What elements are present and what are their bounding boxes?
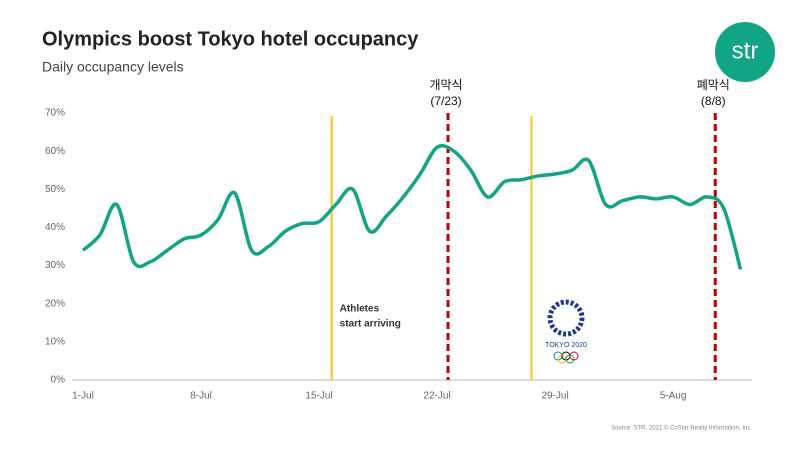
y-tick-label: 40% (45, 222, 65, 233)
y-tick-label: 10% (45, 336, 65, 347)
event-label: Athletes (340, 304, 380, 315)
y-tick-label: 70% (45, 108, 65, 119)
event-label: start arriving (340, 319, 401, 330)
source: Source: STR. 2021 © CoStar Realty Inform… (611, 425, 752, 432)
occupancy-line (81, 144, 743, 270)
y-tick-label: 0% (51, 375, 66, 386)
logo-circle (715, 22, 775, 82)
x-tick-label: 29-Jul (541, 391, 568, 402)
y-tick-label: 50% (45, 184, 65, 195)
x-tick-label: 5-Aug (660, 391, 687, 402)
tokyo-emblem (547, 299, 585, 364)
x-tick-label: 1-Jul (72, 391, 94, 402)
chart-title: Olympics boost Tokyo hotel occupancy (42, 28, 419, 50)
y-tick-label: 20% (45, 298, 65, 309)
emblem-text: TOKYO 2020 (545, 342, 587, 349)
logo-text: str (732, 37, 759, 64)
y-tick-label: 60% (45, 146, 65, 157)
event-label: 개막식 (429, 78, 462, 92)
chart-subtitle: Daily occupancy levels (42, 59, 184, 75)
event-label: (7/23) (430, 94, 461, 108)
ring (565, 354, 575, 364)
x-tick-label: 22-Jul (423, 391, 450, 402)
x-tick-label: 15-Jul (305, 391, 332, 402)
emblem-ring (547, 299, 585, 337)
y-tick-label: 30% (45, 260, 65, 271)
x-tick-label: 8-Jul (190, 391, 212, 402)
event-label: (8/8) (701, 94, 726, 108)
event-label: 폐막식 (697, 78, 730, 92)
